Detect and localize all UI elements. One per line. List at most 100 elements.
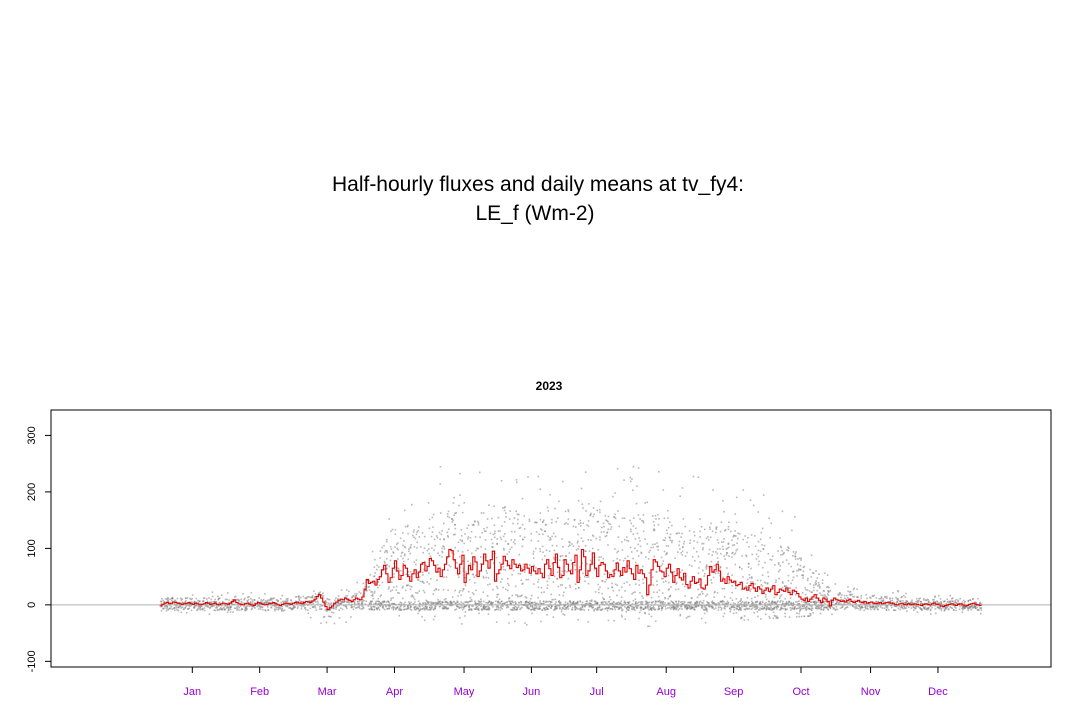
half-hourly-point [403, 545, 406, 548]
half-hourly-point [366, 579, 368, 582]
half-hourly-point [847, 603, 849, 605]
half-hourly-point [393, 602, 396, 605]
half-hourly-point [610, 528, 612, 531]
half-hourly-point [731, 556, 733, 558]
half-hourly-point [316, 600, 319, 602]
half-hourly-point [750, 581, 752, 583]
half-hourly-point [513, 607, 516, 610]
half-hourly-point [337, 595, 340, 597]
half-hourly-point [812, 598, 815, 601]
half-hourly-point [884, 604, 887, 607]
half-hourly-point [561, 538, 563, 540]
half-hourly-point [795, 615, 798, 618]
half-hourly-point [629, 480, 632, 483]
half-hourly-point [721, 587, 724, 590]
half-hourly-point [412, 603, 414, 605]
half-hourly-point [379, 602, 382, 604]
half-hourly-point [717, 609, 720, 611]
half-hourly-point [296, 607, 299, 610]
half-hourly-point [745, 607, 748, 610]
half-hourly-point [639, 592, 641, 594]
half-hourly-point [917, 606, 920, 608]
half-hourly-point [256, 600, 259, 603]
half-hourly-point [554, 606, 556, 608]
half-hourly-point [910, 602, 912, 604]
half-hourly-point [650, 546, 652, 549]
half-hourly-point [561, 608, 563, 611]
half-hourly-point [944, 606, 947, 608]
half-hourly-point [934, 604, 937, 607]
half-hourly-point [696, 596, 699, 599]
half-hourly-point [326, 610, 328, 613]
half-hourly-point [805, 589, 807, 591]
half-hourly-point [499, 581, 502, 583]
half-hourly-point [210, 598, 212, 601]
half-hourly-point [413, 529, 415, 531]
half-hourly-point [607, 619, 610, 622]
half-hourly-point [529, 604, 532, 607]
half-hourly-point [422, 574, 424, 576]
half-hourly-point [537, 581, 539, 583]
half-hourly-point [603, 525, 605, 528]
half-hourly-point [511, 601, 514, 604]
half-hourly-point [735, 605, 738, 607]
half-hourly-point [823, 607, 825, 609]
half-hourly-point [967, 605, 969, 608]
half-hourly-point [462, 588, 465, 590]
half-hourly-point [889, 600, 892, 602]
half-hourly-point [516, 513, 519, 516]
half-hourly-point [667, 602, 670, 604]
half-hourly-point [772, 602, 774, 605]
half-hourly-point [238, 600, 241, 603]
half-hourly-point [903, 605, 905, 608]
half-hourly-point [782, 600, 784, 603]
half-hourly-point [897, 597, 899, 600]
half-hourly-point [595, 537, 597, 540]
half-hourly-point [266, 606, 269, 608]
half-hourly-point [654, 543, 656, 546]
half-hourly-point [723, 529, 726, 532]
half-hourly-point [878, 597, 881, 600]
half-hourly-point [513, 517, 516, 519]
half-hourly-point [524, 602, 527, 605]
half-hourly-point [763, 606, 766, 609]
half-hourly-point [720, 609, 723, 611]
half-hourly-point [481, 532, 483, 534]
half-hourly-point [557, 600, 560, 603]
half-hourly-point [442, 545, 444, 547]
half-hourly-point [865, 605, 867, 607]
half-hourly-point [638, 617, 640, 620]
half-hourly-point [244, 609, 247, 612]
half-hourly-point [503, 520, 506, 523]
half-hourly-point [763, 544, 766, 547]
half-hourly-point [464, 601, 466, 603]
half-hourly-point [423, 547, 426, 550]
half-hourly-point [436, 579, 438, 582]
half-hourly-point [370, 606, 373, 609]
half-hourly-point [731, 574, 733, 576]
half-hourly-point [614, 608, 617, 611]
half-hourly-point [963, 602, 966, 604]
half-hourly-point [781, 582, 784, 584]
half-hourly-point [801, 605, 804, 608]
half-hourly-point [416, 541, 419, 544]
half-hourly-point [702, 602, 704, 604]
half-hourly-point [497, 608, 499, 611]
half-hourly-point [677, 588, 680, 591]
half-hourly-point [584, 580, 586, 583]
half-hourly-point [719, 530, 722, 533]
half-hourly-point [765, 601, 767, 604]
half-hourly-point [598, 508, 601, 511]
half-hourly-point [740, 607, 742, 610]
half-hourly-point [356, 600, 359, 603]
half-hourly-point [937, 607, 940, 609]
half-hourly-point [259, 606, 262, 609]
half-hourly-point [520, 595, 522, 597]
half-hourly-point [910, 607, 913, 609]
half-hourly-point [534, 603, 537, 605]
half-hourly-point [428, 552, 431, 555]
half-hourly-point [949, 602, 951, 605]
half-hourly-point [560, 610, 563, 613]
half-hourly-point [297, 605, 299, 608]
half-hourly-point [705, 568, 708, 570]
